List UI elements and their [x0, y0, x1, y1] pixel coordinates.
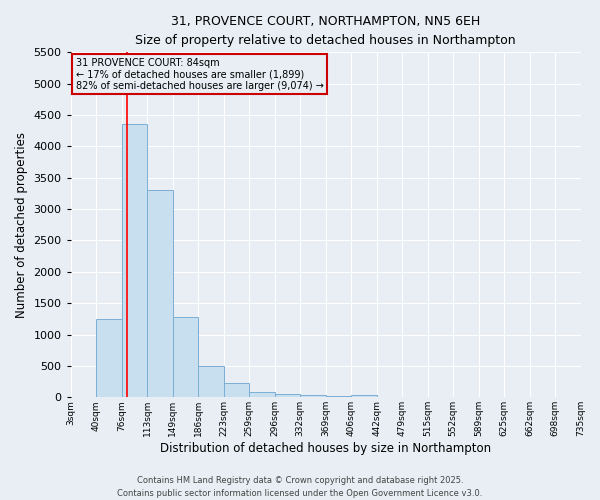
Bar	[326, 396, 351, 398]
Bar	[249, 392, 275, 398]
Bar	[122, 124, 147, 398]
Y-axis label: Number of detached properties: Number of detached properties	[15, 132, 28, 318]
Text: 31 PROVENCE COURT: 84sqm
← 17% of detached houses are smaller (1,899)
82% of sem: 31 PROVENCE COURT: 84sqm ← 17% of detach…	[76, 58, 323, 90]
Bar	[96, 319, 122, 398]
Bar	[300, 396, 326, 398]
Bar	[147, 190, 173, 398]
X-axis label: Distribution of detached houses by size in Northampton: Distribution of detached houses by size …	[160, 442, 491, 455]
Bar	[275, 394, 300, 398]
Text: Contains HM Land Registry data © Crown copyright and database right 2025.
Contai: Contains HM Land Registry data © Crown c…	[118, 476, 482, 498]
Bar	[173, 317, 198, 398]
Bar	[351, 396, 377, 398]
Bar	[198, 366, 224, 398]
Bar	[224, 384, 249, 398]
Title: 31, PROVENCE COURT, NORTHAMPTON, NN5 6EH
Size of property relative to detached h: 31, PROVENCE COURT, NORTHAMPTON, NN5 6EH…	[135, 15, 516, 47]
